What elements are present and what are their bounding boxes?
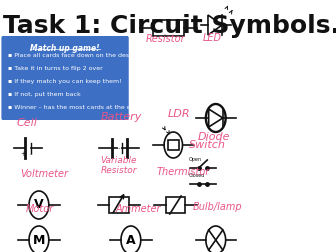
Text: Battery: Battery [100,112,142,122]
Text: -: - [30,151,32,157]
Text: V: V [34,199,44,211]
Text: Ammeter: Ammeter [115,204,161,214]
Polygon shape [208,15,222,35]
Text: Switch: Switch [189,140,226,150]
Text: Diode: Diode [197,132,230,142]
FancyBboxPatch shape [1,36,129,120]
Text: M: M [33,234,45,246]
Text: Task 1: Circuit Symbols...: Task 1: Circuit Symbols... [3,14,336,38]
Text: Thermistor: Thermistor [157,167,210,177]
Bar [153,20,184,36]
Text: LED: LED [202,33,221,43]
Text: LDR: LDR [168,109,190,119]
Text: Resistor: Resistor [146,34,185,44]
Text: ▪ If not, put them back: ▪ If not, put them back [8,92,81,97]
Bar [166,197,185,213]
Text: A: A [126,234,136,246]
Text: ▪ Take it in turns to flip 2 over: ▪ Take it in turns to flip 2 over [8,66,103,71]
Bar [168,140,179,150]
Text: Voltmeter: Voltmeter [20,169,69,179]
Text: Bulb/lamp: Bulb/lamp [193,202,243,212]
Text: Match up game!: Match up game! [30,44,100,53]
Bar [109,197,129,213]
Text: ▪ Place all cards face down on the desk.: ▪ Place all cards face down on the desk. [8,53,135,58]
Polygon shape [209,109,223,127]
Text: ▪ If they match you can keep them!: ▪ If they match you can keep them! [8,79,122,84]
Text: Open: Open [189,157,202,162]
Text: Cell: Cell [17,118,38,128]
Text: +: + [20,151,26,157]
Text: Closed: Closed [189,173,205,178]
Text: ▪ Winner – has the most cards at the end!: ▪ Winner – has the most cards at the end… [8,105,142,110]
Text: Variable
Resistor: Variable Resistor [100,155,137,175]
Text: Motor: Motor [26,204,54,214]
